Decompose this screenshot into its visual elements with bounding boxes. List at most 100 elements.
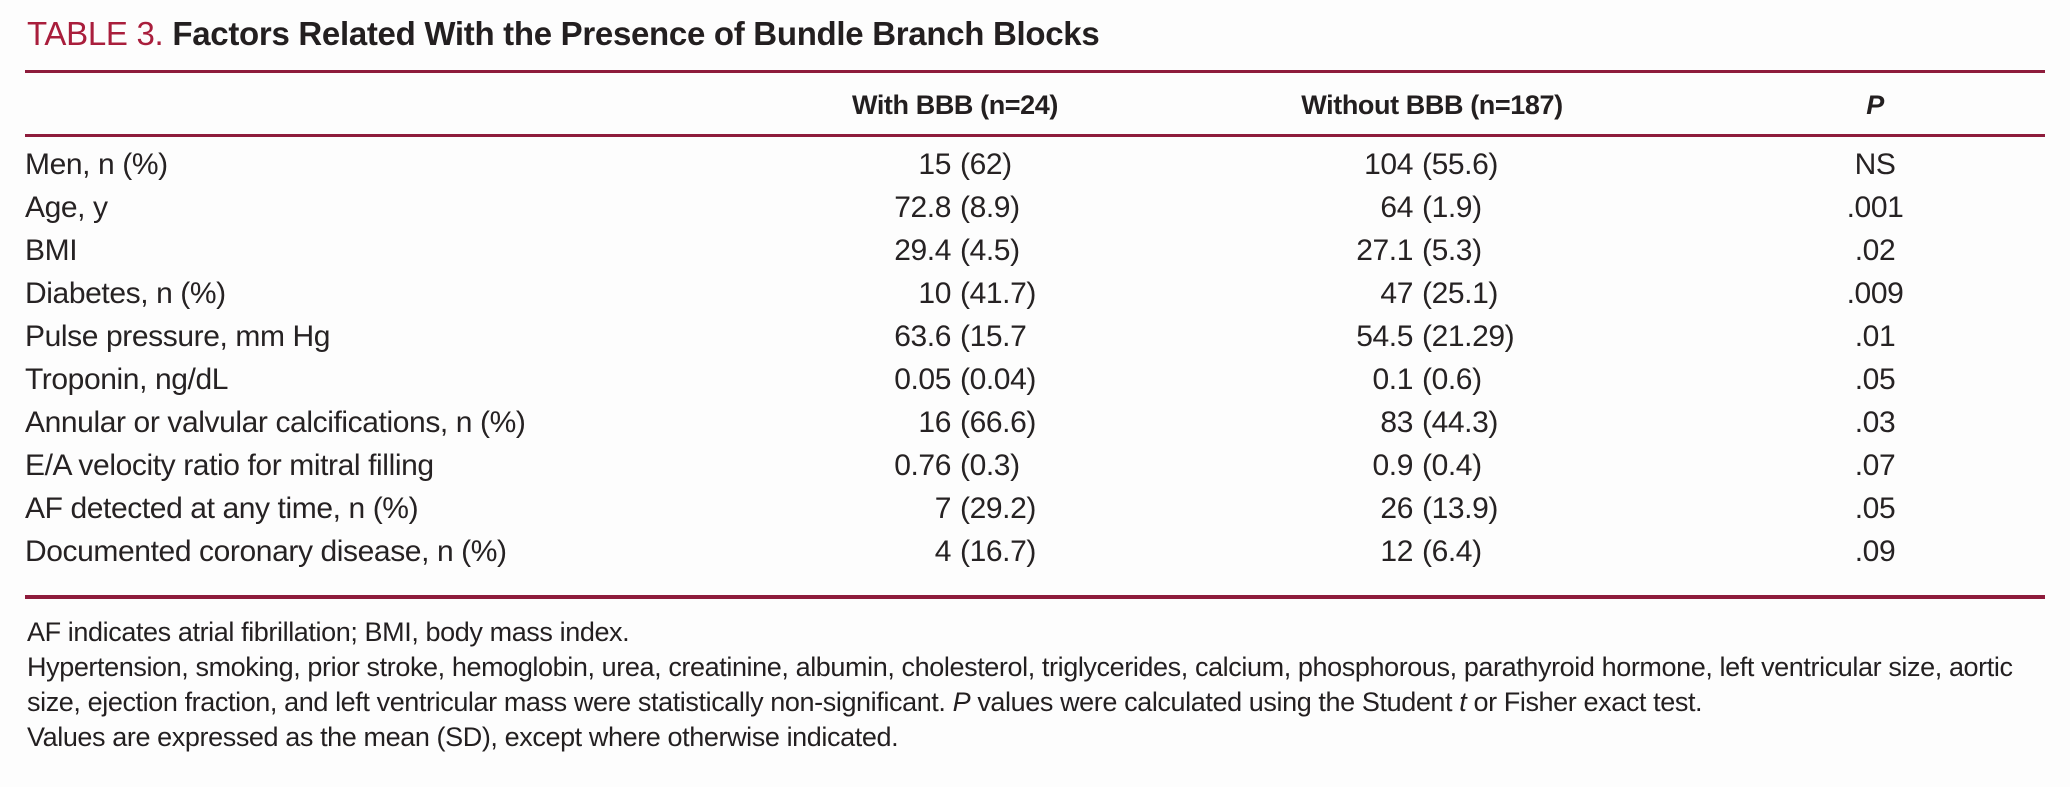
header-rule: [25, 134, 2045, 137]
row-label: BMI: [25, 233, 78, 267]
cell-p-value: .05: [1854, 362, 1896, 396]
cell-p-value: .01: [1854, 319, 1896, 353]
table-row: Diabetes, n (%) 10 (41.7) 47 (25.1) .009: [25, 272, 2045, 315]
col-header-without-bbb: Without BBB (n=187): [1301, 90, 1563, 120]
cell-value: 83: [1380, 405, 1413, 439]
cell-p-value: .05: [1854, 491, 1896, 525]
footnote-values: Values are expressed as the mean (SD), e…: [27, 722, 899, 752]
bottom-rule: [25, 595, 2045, 599]
cell-value: 64: [1380, 190, 1413, 224]
cell-without-bbb: 83 (44.3): [1282, 406, 1582, 440]
cell-value: 54.5: [1356, 319, 1413, 353]
cell-without-bbb: 64 (1.9): [1282, 191, 1582, 225]
row-label: AF detected at any time, n (%): [25, 491, 419, 525]
table-header-row: With BBB (n=24) Without BBB (n=187) P: [25, 73, 2045, 134]
cell-without-bbb: 0.1 (0.6): [1282, 363, 1582, 397]
cell-p-value: .02: [1854, 233, 1896, 267]
table-row: Annular or valvular calcifications, n (%…: [25, 401, 2045, 444]
cell-value: 10: [918, 276, 951, 310]
cell-with-bbb: 10 (41.7): [805, 277, 1105, 311]
cell-value: 4: [934, 534, 952, 568]
cell-sd: (5.3): [1422, 233, 1482, 267]
table-body: Men, n (%) 15 (62) 104 (55.6) NS Age, y 72…: [25, 137, 2045, 595]
row-label: Annular or valvular calcifications, n (%…: [25, 405, 526, 439]
cell-value: 29.4: [894, 233, 951, 267]
cell-sd: (8.9): [960, 190, 1020, 224]
footnotes: AF indicates atrial fibrillation; BMI, b…: [25, 599, 2045, 755]
cell-sd: (29.2): [960, 491, 1036, 525]
cell-value: 7: [934, 491, 952, 525]
cell-p-value: .09: [1854, 534, 1896, 568]
cell-sd: (13.9): [1422, 491, 1498, 525]
footnote-italic-t: t: [1459, 687, 1467, 717]
cell-sd: (1.9): [1422, 190, 1482, 224]
table-row: Pulse pressure, mm Hg 63.6 (15.7 54.5 (21.…: [25, 315, 2045, 358]
cell-with-bbb: 4 (16.7): [805, 535, 1105, 569]
cell-with-bbb: 72.8 (8.9): [805, 191, 1105, 225]
row-label: Diabetes, n (%): [25, 276, 226, 310]
table-row: AF detected at any time, n (%) 7 (29.2) 2…: [25, 487, 2045, 530]
cell-value: 0.9: [1372, 448, 1413, 482]
table-title: TABLE 3. Factors Related With the Presenc…: [25, 12, 2045, 70]
cell-p-value: .07: [1854, 448, 1896, 482]
cell-p-value: .001: [1846, 190, 1904, 224]
table-row: Men, n (%) 15 (62) 104 (55.6) NS: [25, 143, 2045, 186]
cell-sd: (15.7: [960, 319, 1027, 353]
footnote-text: or Fisher exact test.: [1466, 687, 1703, 717]
row-label: Documented coronary disease, n (%): [25, 534, 507, 568]
cell-sd: (0.04): [960, 362, 1036, 396]
cell-value: 72.8: [894, 190, 951, 224]
cell-sd: (55.6): [1422, 147, 1498, 181]
cell-value: 0.05: [894, 362, 951, 396]
cell-without-bbb: 104 (55.6): [1282, 148, 1582, 182]
cell-sd: (0.4): [1422, 448, 1482, 482]
cell-with-bbb: 0.76 (0.3): [805, 449, 1105, 483]
row-label: E/A velocity ratio for mitral filling: [25, 448, 434, 482]
row-label: Troponin, ng/dL: [25, 362, 229, 396]
cell-sd: (41.7): [960, 276, 1036, 310]
footnote-abbreviations: AF indicates atrial fibrillation; BMI, b…: [27, 617, 630, 647]
footnote-statistics: Hypertension, smoking, prior stroke, hem…: [27, 650, 2043, 720]
cell-sd: (62): [960, 147, 1012, 181]
table-number: TABLE 3.: [27, 15, 164, 52]
cell-without-bbb: 26 (13.9): [1282, 492, 1582, 526]
cell-value: 104: [1364, 147, 1413, 181]
table-row: Documented coronary disease, n (%) 4 (16.…: [25, 530, 2045, 573]
row-label: Pulse pressure, mm Hg: [25, 319, 331, 353]
footnote-text: values were calculated using the Student: [970, 687, 1460, 717]
cell-without-bbb: 0.9 (0.4): [1282, 449, 1582, 483]
cell-without-bbb: 54.5 (21.29): [1282, 320, 1582, 354]
table-row: E/A velocity ratio for mitral filling 0.…: [25, 444, 2045, 487]
cell-sd: (25.1): [1422, 276, 1498, 310]
cell-value: 47: [1380, 276, 1413, 310]
table-row: Troponin, ng/dL 0.05 (0.04) 0.1 (0.6) .05: [25, 358, 2045, 401]
column-spacer: [1582, 90, 1730, 121]
footnote-text: Hypertension, smoking, prior stroke, hem…: [27, 652, 2013, 717]
cell-sd: (44.3): [1422, 405, 1498, 439]
cell-p-value: .009: [1846, 276, 1904, 310]
cell-sd: (21.29): [1422, 319, 1515, 353]
cell-sd: (4.5): [960, 233, 1020, 267]
cell-p-value: .03: [1854, 405, 1896, 439]
col-header-variable: [25, 90, 805, 121]
cell-with-bbb: 29.4 (4.5): [805, 234, 1105, 268]
row-label: Men, n (%): [25, 147, 168, 181]
cell-without-bbb: 27.1 (5.3): [1282, 234, 1582, 268]
col-header-with-bbb: With BBB (n=24): [851, 90, 1058, 120]
paper-table-figure: TABLE 3. Factors Related With the Presenc…: [25, 12, 2045, 755]
cell-with-bbb: 15 (62): [805, 148, 1105, 182]
cell-sd: (66.6): [960, 405, 1036, 439]
table-caption: Factors Related With the Presence of Bun…: [172, 15, 1100, 52]
cell-value: 0.76: [894, 448, 951, 482]
cell-value: 15: [918, 147, 951, 181]
cell-value: 63.6: [894, 319, 951, 353]
cell-sd: (0.3): [960, 448, 1020, 482]
cell-with-bbb: 63.6 (15.7: [805, 320, 1105, 354]
cell-with-bbb: 7 (29.2): [805, 492, 1105, 526]
cell-value: 16: [918, 405, 951, 439]
table-row: Age, y 72.8 (8.9) 64 (1.9) .001: [25, 186, 2045, 229]
cell-with-bbb: 0.05 (0.04): [805, 363, 1105, 397]
cell-value: 27.1: [1356, 233, 1413, 267]
cell-without-bbb: 47 (25.1): [1282, 277, 1582, 311]
cell-value: 0.1: [1372, 362, 1413, 396]
